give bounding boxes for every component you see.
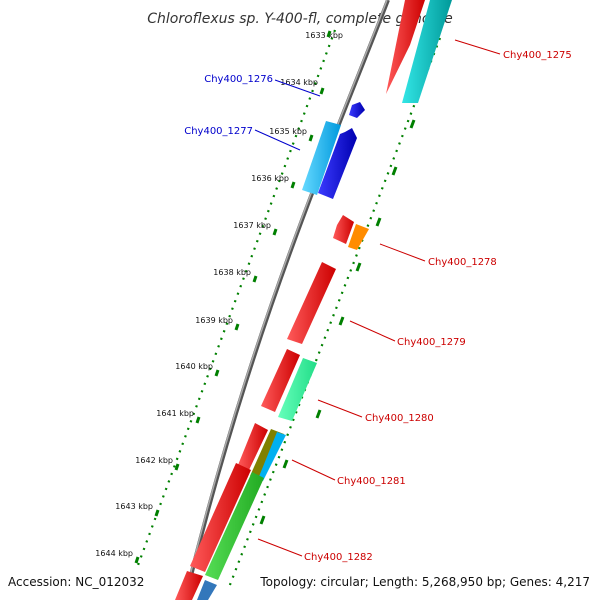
kbp-tick-mark (272, 228, 278, 236)
genome-backbone (183, 0, 390, 600)
gene-arrow-1280-forward (261, 349, 300, 412)
kbp-tick-mark (290, 181, 296, 189)
gene-label-chy400-1279[interactable]: Chy400_1279 (397, 337, 466, 348)
kbp-tick-label: 1639 kbp (195, 316, 233, 325)
gene-arrow-1275-forward (386, 0, 425, 94)
gene-label-chy400-1282[interactable]: Chy400_1282 (304, 552, 373, 563)
gene-label-chy400-1276[interactable]: Chy400_1276 (204, 74, 273, 85)
gene-label-chy400-1277[interactable]: Chy400_1277 (184, 126, 253, 137)
genome-backbone-highlight (183, 0, 388, 600)
kbp-tick-mark (214, 369, 220, 377)
kbp-tick-label: 1637 kbp (233, 221, 271, 230)
kbp-tick-label: 1633 kbp (305, 31, 343, 40)
gene-arrow-1279 (287, 262, 336, 344)
gene-arrow-1276 (349, 102, 365, 118)
kbp-tick-mark (252, 275, 258, 283)
map-title: Chloroflexus sp. Y-400-fl, complete geno… (147, 11, 453, 27)
gene-label-chy400-1275[interactable]: Chy400_1275 (503, 50, 572, 61)
gene-arrow-1275 (402, 0, 452, 103)
kbp-tick-mark (134, 556, 140, 564)
kbp-tick-mark (195, 416, 201, 424)
accession-text: Accession: NC_012032 (8, 575, 144, 589)
gene-features (175, 0, 452, 600)
kbp-tick-mark (234, 323, 240, 331)
gene-arrow-1278-forward (333, 215, 354, 244)
kbp-tick-label: 1640 kbp (175, 362, 213, 371)
kbp-tick-label: 1636 kbp (251, 174, 289, 183)
gene-arrow-1277 (318, 128, 357, 199)
gene-arrow-1282-lower (197, 580, 217, 600)
gene-arrow-1277-alt (302, 121, 341, 195)
gene-labels: Chy400_1276 Chy400_1277 Chy400_1275 Chy4… (184, 50, 572, 563)
gene-label-chy400-1278[interactable]: Chy400_1278 (428, 257, 497, 268)
gene-arrow-1281-alt (258, 432, 286, 481)
kbp-tick-mark (174, 463, 180, 471)
gene-label-chy400-1281[interactable]: Chy400_1281 (337, 476, 406, 487)
kbp-tick-label: 1643 kbp (115, 502, 153, 511)
kbp-tick-mark (319, 87, 325, 95)
kbp-tick-label: 1635 kbp (269, 127, 307, 136)
kbp-tick-label: 1642 kbp (135, 456, 173, 465)
kbp-tick-mark (326, 30, 332, 38)
gene-arrow-1282 (205, 472, 264, 580)
kbp-tick-label: 1634 kbp (280, 78, 318, 87)
gene-label-chy400-1280[interactable]: Chy400_1280 (365, 413, 434, 424)
gene-arrow-1278 (348, 224, 369, 250)
outer-dotted-guide (226, 37, 442, 591)
kbp-tick-label: 1641 kbp (156, 409, 194, 418)
kbp-tick-label: 1638 kbp (213, 268, 251, 277)
outer-tick-dashes (259, 119, 416, 525)
gene-arrow-1281-forward (238, 423, 268, 470)
kbp-tick-mark (308, 134, 314, 142)
gene-arrow-1282-forward-lower (175, 571, 203, 600)
kbp-tick-mark (154, 509, 160, 517)
label-connectors (254, 39, 501, 557)
topology-text: Topology: circular; Length: 5,268,950 bp… (259, 575, 590, 589)
gene-arrow-1280 (278, 358, 317, 421)
kbp-ticks: 1633 kbp 1634 kbp 1635 kbp 1636 kbp 1637 kbp… (95, 30, 343, 564)
kbp-tick-label: 1644 kbp (95, 549, 133, 558)
gene-arrow-1282-forward (190, 463, 251, 572)
